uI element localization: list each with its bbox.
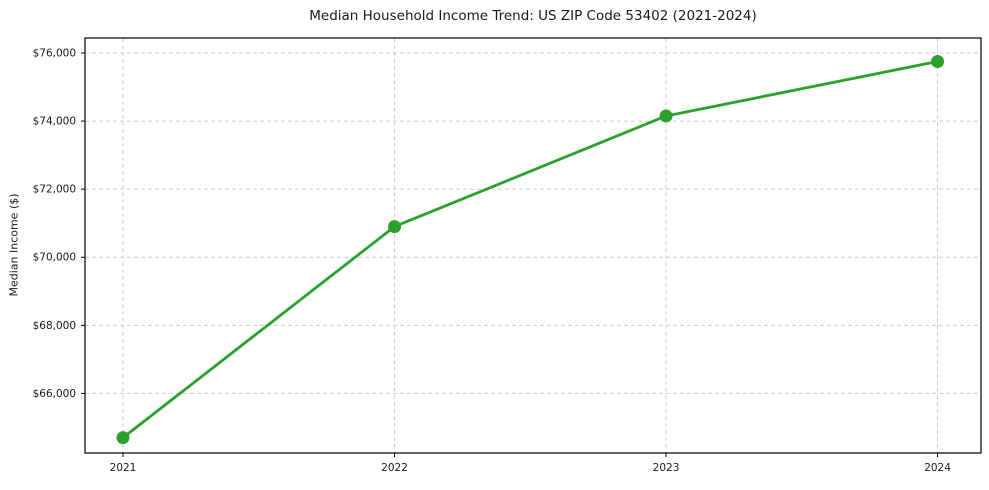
trend-line <box>121 60 939 440</box>
y-tick-label: $68,000 <box>33 320 76 332</box>
x-tick-label: 2021 <box>110 462 137 474</box>
y-tick-label: $76,000 <box>33 47 76 59</box>
y-tick-label: $66,000 <box>33 388 76 400</box>
chart-title: Median Household Income Trend: US ZIP Co… <box>309 8 757 24</box>
data-point-marker <box>116 431 130 445</box>
x-tick-label: 2024 <box>924 462 951 474</box>
y-tick-label: $70,000 <box>33 252 76 264</box>
plot-border <box>84 37 982 454</box>
x-tick-label: 2022 <box>381 462 408 474</box>
data-point-marker <box>388 220 402 234</box>
data-point-marker <box>931 54 945 68</box>
y-tick-label: $72,000 <box>33 184 76 196</box>
y-tick-label: $74,000 <box>33 116 76 128</box>
data-point-marker <box>659 109 673 123</box>
x-tick-label: 2023 <box>653 462 680 474</box>
